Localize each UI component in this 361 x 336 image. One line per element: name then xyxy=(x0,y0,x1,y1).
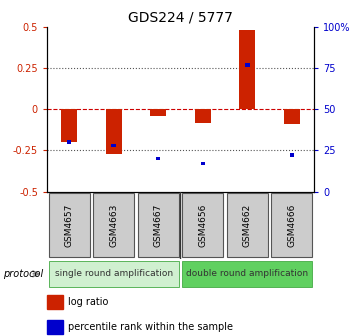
Bar xyxy=(47,295,63,309)
Bar xyxy=(201,162,205,165)
Bar xyxy=(106,109,122,154)
Bar xyxy=(227,193,268,257)
Bar xyxy=(151,109,166,116)
Text: GSM4657: GSM4657 xyxy=(65,203,74,247)
Bar xyxy=(239,30,255,109)
Text: single round amplification: single round amplification xyxy=(55,269,173,278)
Bar xyxy=(61,109,77,142)
Text: GSM4667: GSM4667 xyxy=(154,203,163,247)
Bar xyxy=(290,154,294,157)
Bar xyxy=(182,261,312,288)
Bar xyxy=(49,193,90,257)
Bar xyxy=(156,157,160,160)
Text: protocol: protocol xyxy=(3,269,43,279)
Bar xyxy=(67,140,71,144)
Text: GSM4656: GSM4656 xyxy=(198,203,207,247)
Bar xyxy=(112,143,116,147)
Title: GDS224 / 5777: GDS224 / 5777 xyxy=(128,10,233,24)
Text: percentile rank within the sample: percentile rank within the sample xyxy=(68,322,233,332)
Bar xyxy=(49,261,179,288)
Bar xyxy=(138,193,179,257)
Text: GSM4666: GSM4666 xyxy=(287,203,296,247)
Bar xyxy=(93,193,134,257)
Text: double round amplification: double round amplification xyxy=(186,269,308,278)
Bar xyxy=(47,320,63,334)
Text: GSM4662: GSM4662 xyxy=(243,204,252,247)
Bar xyxy=(195,109,210,123)
Bar xyxy=(271,193,312,257)
Bar xyxy=(182,193,223,257)
Bar xyxy=(284,109,300,124)
Text: GSM4663: GSM4663 xyxy=(109,203,118,247)
Bar xyxy=(245,63,249,67)
Text: log ratio: log ratio xyxy=(68,297,109,307)
